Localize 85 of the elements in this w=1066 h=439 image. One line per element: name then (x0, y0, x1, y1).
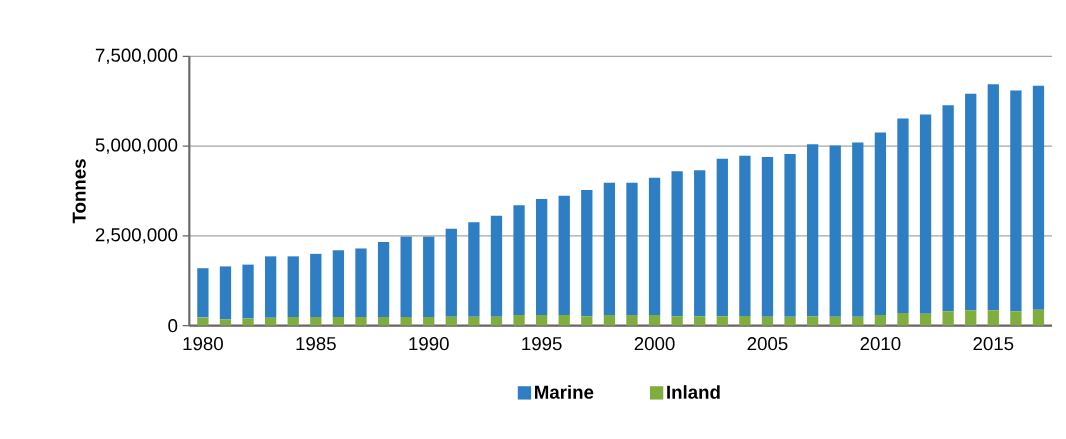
bar (1032, 309, 1045, 326)
bar (965, 93, 977, 311)
bar (626, 314, 638, 326)
bar (581, 189, 593, 317)
bar (716, 158, 728, 317)
bar (197, 317, 209, 326)
y-tick-label: 7,500,000 (95, 48, 178, 65)
bar (919, 313, 932, 326)
bar (310, 253, 322, 318)
bar (287, 256, 299, 318)
bar (897, 118, 909, 314)
bar (648, 314, 661, 326)
bar (513, 314, 525, 326)
bar (671, 171, 683, 317)
bar (535, 314, 548, 326)
bar (355, 317, 367, 326)
bar (626, 182, 638, 315)
bar (490, 215, 503, 317)
bar (919, 114, 932, 314)
bar (558, 195, 570, 315)
bar (377, 317, 390, 326)
bar (716, 316, 728, 326)
bar (423, 317, 435, 326)
bar (739, 315, 751, 326)
bar (558, 314, 570, 326)
bar (445, 228, 457, 317)
bar (761, 156, 774, 317)
bar (806, 144, 819, 317)
bar (264, 256, 277, 318)
bar (784, 316, 796, 326)
bar (310, 317, 322, 326)
bar (242, 264, 254, 319)
x-tick-label: 2000 (634, 337, 675, 351)
bar (1010, 90, 1022, 312)
bar (468, 222, 480, 317)
bar (987, 84, 999, 311)
bar (987, 310, 999, 326)
bar (739, 155, 751, 316)
bar (287, 317, 299, 326)
y-axis-title: Tonnes (72, 159, 86, 224)
bar (942, 105, 954, 312)
bar (1032, 85, 1045, 310)
x-tick-label: 1990 (409, 337, 449, 351)
bar (897, 313, 909, 326)
bar (671, 316, 683, 326)
x-tick-label: 2015 (973, 337, 1014, 351)
bar (219, 266, 232, 320)
bar (603, 182, 616, 315)
bar (400, 317, 412, 326)
bar (806, 316, 819, 326)
bar (965, 310, 977, 326)
x-tick-label: 1995 (522, 337, 562, 351)
y-tick-label: 0 (168, 319, 178, 333)
bar (197, 268, 209, 318)
bar (942, 311, 954, 326)
bar (242, 318, 254, 326)
bar (332, 317, 345, 326)
bar (535, 198, 548, 315)
bar (694, 316, 706, 326)
bar (219, 319, 232, 326)
bar (513, 205, 525, 315)
x-tick-label: 2010 (860, 337, 901, 351)
bar (400, 236, 412, 318)
bar (874, 314, 887, 326)
bar (829, 145, 841, 317)
bar (852, 142, 864, 317)
bar (377, 241, 390, 318)
legend-label: Marine (535, 385, 594, 399)
bar (581, 316, 593, 326)
x-tick-label: 2005 (747, 337, 788, 351)
bar (648, 177, 661, 315)
bar (423, 236, 435, 318)
bar (694, 170, 706, 317)
bar (332, 250, 345, 318)
bar (1010, 311, 1022, 326)
bar (603, 314, 616, 326)
bar (784, 154, 796, 317)
x-tick-label: 1980 (183, 337, 223, 351)
bar (874, 132, 887, 315)
x-tick-label: 1985 (296, 337, 336, 351)
y-tick-label: 5,000,000 (95, 138, 178, 154)
legend-label: Inland (667, 385, 720, 399)
bar (468, 316, 480, 326)
bar (355, 248, 367, 318)
y-tick-label: 2,500,000 (95, 228, 178, 244)
